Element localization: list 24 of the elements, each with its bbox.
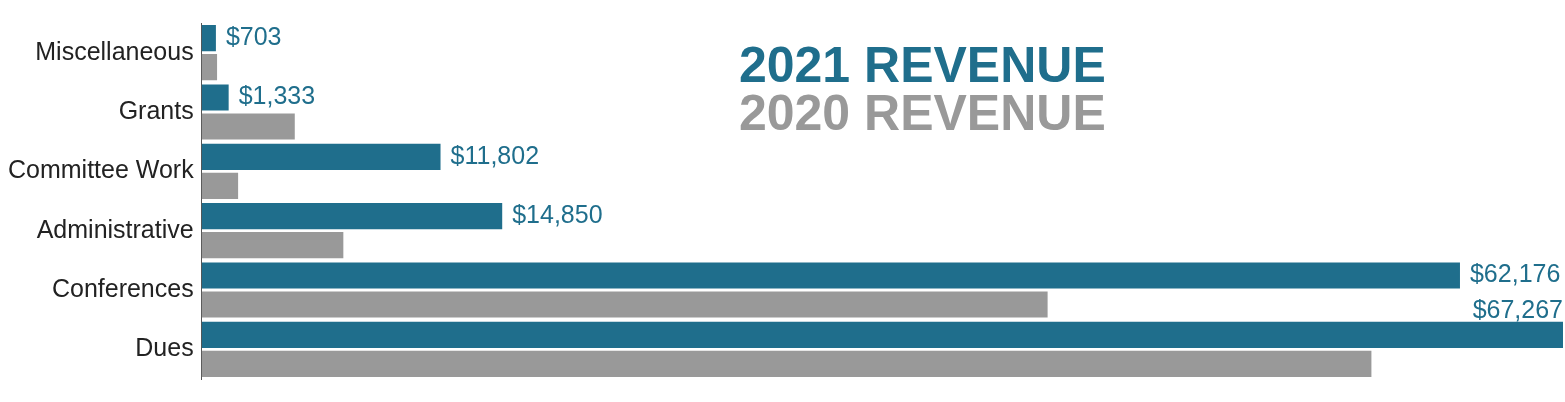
y-tick-label: Dues: [135, 333, 194, 362]
y-tick-label: Committee Work: [7, 155, 195, 184]
bar: [201, 232, 344, 259]
bar: [201, 321, 1563, 348]
data-label: $67,267: [1472, 295, 1563, 324]
bar: [201, 172, 239, 199]
data-label: $14,850: [512, 200, 603, 229]
y-tick-label: Conferences: [51, 273, 194, 302]
bar: [201, 262, 1460, 289]
data-label: $11,802: [450, 140, 540, 169]
bar: [201, 143, 441, 170]
y-tick-label: Administrative: [36, 214, 194, 243]
bar: [201, 84, 229, 111]
bar: [201, 25, 216, 52]
data-label: $62,176: [1469, 259, 1561, 288]
data-label: $703: [225, 22, 282, 51]
y-tick-label: Grants: [118, 95, 194, 124]
bar: [201, 350, 1372, 377]
bar: [201, 113, 295, 140]
y-tick-label: Miscellaneous: [35, 36, 194, 65]
data-label: $1,333: [238, 81, 316, 110]
bar: [201, 203, 503, 230]
bar: [201, 291, 1048, 318]
bar: [201, 54, 218, 81]
